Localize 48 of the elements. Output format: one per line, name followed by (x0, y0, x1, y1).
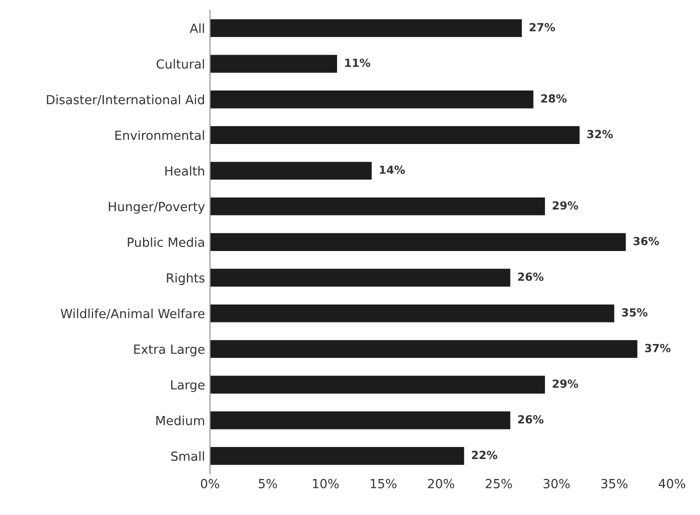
y-tick-label: Extra Large (134, 344, 204, 356)
y-tick-label: Hunger/Poverty (108, 202, 205, 214)
y-tick-label: Rights (166, 272, 205, 286)
y-tick-label: Environmental (115, 130, 204, 140)
bar (210, 340, 638, 358)
data-label: 11% (345, 58, 370, 68)
bar (210, 376, 545, 394)
bar (210, 126, 580, 144)
bar (210, 233, 626, 251)
data-label: 14% (380, 166, 405, 174)
x-tick-label: 20% (428, 478, 454, 488)
bar (210, 19, 522, 38)
data-label: 22% (472, 450, 498, 460)
data-label: 28% (541, 94, 567, 103)
x-tick-label: 10% (312, 478, 339, 488)
x-tick-label: 0% (200, 478, 220, 488)
x-tick-label: 30% (544, 478, 570, 488)
data-label: 37% (645, 344, 671, 352)
data-label: 35% (622, 308, 648, 317)
data-label: 27% (530, 22, 556, 32)
y-tick-label: Small (171, 451, 204, 461)
data-label: 32% (587, 130, 613, 138)
y-tick-label: Disaster/International Aid (46, 94, 204, 106)
bar (210, 268, 510, 287)
y-tick-label: Public Media (128, 237, 204, 247)
data-label: 29% (552, 379, 578, 388)
bar (210, 411, 510, 430)
x-tick-label: 25% (486, 478, 512, 488)
x-tick-label: 5% (258, 478, 277, 488)
y-tick-label: Medium (156, 416, 204, 426)
x-tick-label: 40% (658, 478, 686, 488)
data-label: 29% (552, 201, 578, 210)
data-label: 26% (518, 272, 544, 281)
bar (210, 54, 338, 73)
bar (210, 90, 534, 108)
bar (210, 162, 372, 180)
bar (210, 304, 614, 322)
y-tick-label: Cultural (156, 59, 204, 69)
data-label: 26% (518, 415, 544, 424)
bar (210, 197, 545, 216)
x-tick-label: 15% (370, 478, 396, 488)
y-tick-label: Large (171, 380, 204, 392)
y-tick-label: Health (165, 166, 204, 176)
y-tick-label: All (190, 23, 204, 33)
x-tick-label: 35% (601, 478, 628, 488)
y-tick-label: Wildlife/Animal Welfare (60, 308, 204, 320)
data-label: 36% (633, 236, 659, 246)
bar (210, 447, 464, 465)
